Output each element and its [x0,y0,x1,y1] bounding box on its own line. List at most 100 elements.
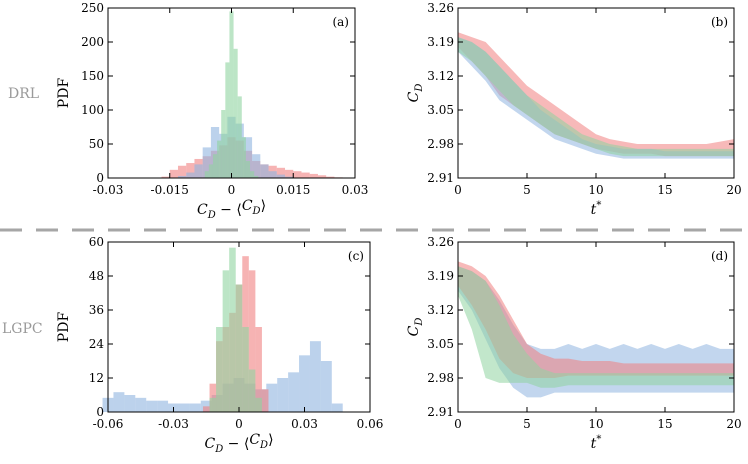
histogram-bar-red [248,270,256,412]
histogram-bar-green [212,154,218,178]
panel-tag: (c) [348,249,364,263]
plot-area [458,261,734,398]
histogram-bar-red [186,163,195,178]
histogram-bar-blue [146,400,158,412]
x-tick-label: 0.015 [276,183,310,197]
x-tick-label: -0.03 [158,417,189,431]
histogram-bar-red [177,165,187,178]
histogram-bar-blue [331,403,343,412]
histogram-bar-red [276,167,286,178]
y-tick-label: 60 [89,235,104,249]
histogram-bar-blue [177,175,187,178]
x-tick-label: 5 [523,417,531,431]
x-tick-label: 10 [588,183,603,197]
histogram-bar-blue [113,392,125,412]
x-tick-label: 10 [588,417,603,431]
histogram-bar-blue [266,383,278,412]
y-tick-label: 150 [81,69,104,83]
histogram-bar-green [237,96,242,178]
histogram-bar-blue [202,147,211,178]
histogram-bar-green [255,397,262,412]
x-tick-label: 0 [454,417,462,431]
x-axis-label: CD − ⟨CD⟩ [197,198,266,221]
x-tick-label: -0.06 [93,417,124,431]
panel-tag: (b) [711,15,728,29]
y-axis-label: CD [406,84,425,103]
plot-area [102,247,343,412]
band-green [458,37,734,157]
histogram-bar-green [242,327,249,412]
histogram-bar-blue [135,397,147,412]
y-axis-label: CD [406,318,425,337]
histogram-bar-green [229,11,234,179]
histogram-bar-red [285,169,294,178]
histogram-bar-green [229,247,236,412]
histogram-bar-blue [178,403,190,412]
histogram-bar-green [250,171,255,178]
x-tick-label: 0.06 [357,417,384,431]
histogram-bar-red [293,171,302,178]
histogram-bar-green [216,327,223,412]
histogram-bar-blue [299,355,310,412]
histogram-bar-red [326,176,335,178]
histogram-bar-red [255,327,262,412]
histogram-bar-green [221,110,226,178]
x-tick-label: -0.015 [151,183,189,197]
histogram-bar-red [169,169,178,178]
x-tick-label: 5 [523,183,531,197]
histogram-bar-blue [243,137,253,178]
histogram-bar-blue [194,164,203,178]
y-tick-label: 3.12 [427,303,454,317]
x-axis-label: t* [591,434,602,452]
histogram-bar-blue [260,164,269,178]
histogram-bar-green [248,369,256,412]
band-green [458,266,734,388]
histogram-bar-blue [189,403,201,412]
histogram-bar-red [261,389,269,412]
histogram-bar-blue [124,395,136,412]
histogram-bar-green [245,161,251,178]
panel-tag: (a) [332,15,349,29]
x-tick-label: 0.03 [291,417,318,431]
y-tick-label: 2.98 [427,137,454,151]
panel-a: -0.03 -0.015 0 0.015 0.03 0 50 100 150 200 250 (a) C… [56,1,368,221]
histogram-bar-blue [320,361,332,412]
y-tick-label: 3.19 [427,35,454,49]
y-tick-label: 3.05 [427,103,454,117]
plot-area [458,32,734,159]
y-tick-label: 2.98 [427,371,454,385]
y-tick-label: 3.05 [427,337,454,351]
y-tick-label: 50 [89,137,104,151]
histogram-bar-red [161,176,170,178]
x-tick-label: 0 [235,417,243,431]
histogram-bar-green [204,171,209,178]
x-tick-label: 15 [657,417,672,431]
x-tick-label: -0.03 [93,183,124,197]
y-tick-label: 24 [89,337,105,351]
y-tick-label: 3.19 [427,269,454,283]
y-tick-label: 3.12 [427,69,454,83]
histogram-bar-blue [277,378,289,412]
x-tick-label: 0.03 [342,183,369,197]
y-tick-label: 250 [81,1,104,15]
plot-area [161,11,343,179]
y-tick-label: 36 [89,303,104,317]
histogram-bar-green [241,137,246,178]
histogram-bar-green [209,397,217,412]
y-tick-label: 48 [89,269,104,283]
panels: -0.03 -0.015 0 0.015 0.03050100150200250(a)C… [56,1,742,455]
histogram-bar-green [225,62,230,178]
row-label-drl: DRL [8,86,39,102]
histogram-bar-green [233,48,238,178]
histogram-bar-green [254,175,259,178]
y-tick-label: 200 [81,35,104,49]
y-axis-label: PDF [56,78,72,109]
y-tick-label: 2.91 [427,405,454,419]
x-tick-label: 20 [726,183,741,197]
panel-b: 0 5 10 15 20 2.91 2.98 3.05 3.12 3.19 3.26 (b) t* CD [406,1,742,218]
histogram-bar-blue [186,172,195,178]
histogram-bar-blue [268,171,277,178]
band-red [458,261,734,378]
y-tick-label: 0 [96,171,104,185]
histogram-bar-green [222,270,230,412]
